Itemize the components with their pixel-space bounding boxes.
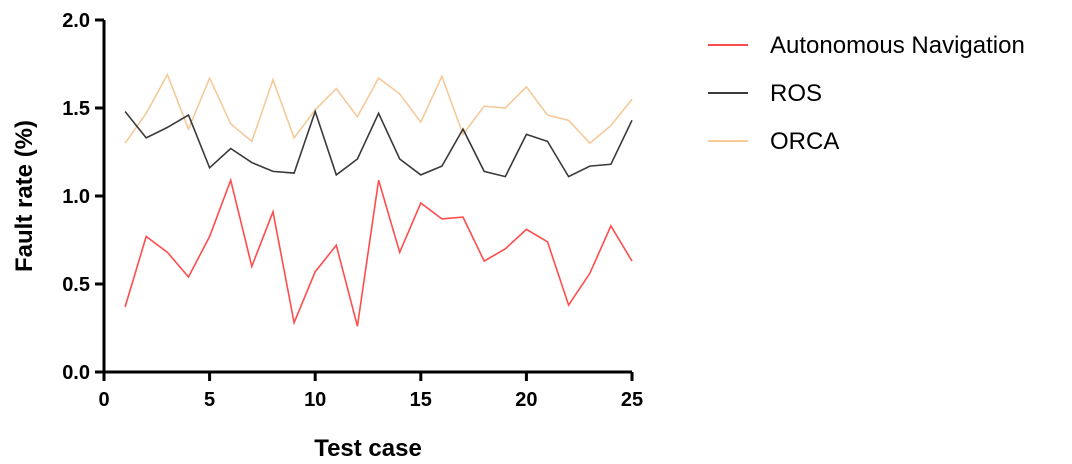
x-tick-label: 15 [410,389,432,411]
y-tick-label: 1.5 [62,98,90,120]
y-axis-title: Fault rate (%) [11,120,38,272]
x-tick-label: 0 [98,389,109,411]
axes [102,20,632,374]
legend-label-ros: ROS [770,80,822,107]
legend: Autonomous Navigation ROS ORCA [708,32,1025,155]
y-tick-label: 1.0 [62,186,90,208]
series-line-orca [124,72,633,145]
series-line-ros [124,108,633,178]
x-tick-label: 5 [204,389,215,411]
y-tick-label: 0.0 [62,362,90,384]
x-axis-title: Test case [314,435,422,462]
y-tick-label: 2.0 [62,10,90,32]
x-ticks: 0 5 10 15 20 25 [98,372,643,411]
series-layer [124,72,633,327]
y-ticks: 0.0 0.5 1.0 1.5 2.0 [62,10,104,384]
x-tick-label: 20 [515,389,537,411]
y-tick-label: 0.5 [62,274,90,296]
x-tick-label: 10 [304,389,326,411]
series-line-autonomous-navigation [124,177,633,327]
x-tick-label: 25 [621,389,643,411]
legend-label-orca: ORCA [770,128,839,155]
legend-label-autonomous-navigation: Autonomous Navigation [770,32,1025,59]
